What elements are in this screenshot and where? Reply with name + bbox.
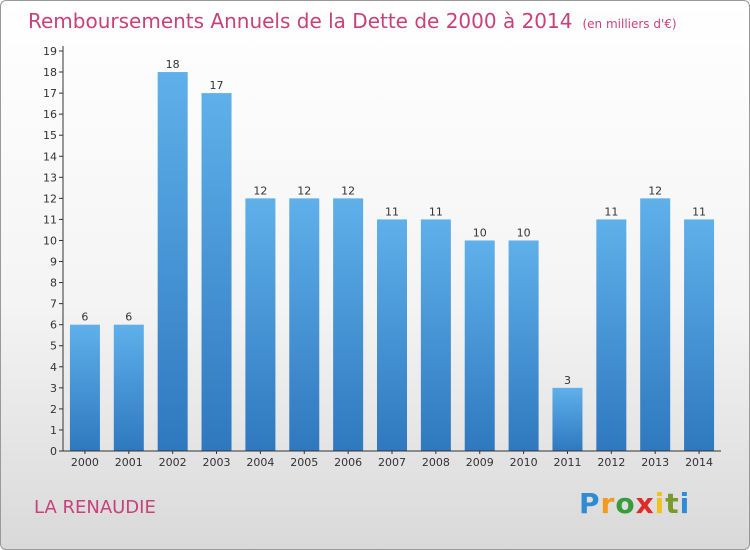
bar-2014 [684,219,715,451]
data-label-2013: 12 [648,184,662,197]
y-tick-label-7: 7 [50,298,57,311]
bar-2004 [245,198,276,451]
bar-2009 [464,240,495,451]
logo-letter: P [579,487,601,520]
data-label-2014: 11 [692,205,706,218]
logo-letter: i [679,487,691,520]
bar-2010 [508,240,539,451]
bar-2011 [552,387,583,451]
bar-2012 [596,219,627,451]
logo-letter: o [615,487,636,520]
x-tick-label-2014: 2014 [685,456,713,469]
logo-letter: t [665,487,680,520]
proxiti-logo: Proxiti [579,487,690,520]
bar-2008 [420,219,451,451]
x-tick-label-2011: 2011 [553,456,581,469]
x-tick-label-2004: 2004 [246,456,274,469]
data-label-2004: 12 [253,184,267,197]
y-tick-label-18: 18 [43,66,57,79]
y-tick-label-3: 3 [50,382,57,395]
y-tick-label-0: 0 [50,445,57,458]
x-axis: 2000 2001 2002 2003 2004 2005 2006 2007 2008 2009… [63,450,721,469]
data-label-2010: 10 [517,226,531,239]
data-label-2012: 11 [604,205,618,218]
data-label-2001: 6 [125,311,132,324]
x-tick-label-2001: 2001 [115,456,143,469]
data-label-2011: 3 [564,374,571,387]
y-tick-label-15: 15 [43,129,57,142]
title-text: Remboursements Annuels de la Dette de 20… [28,9,573,33]
data-label-2009: 10 [473,226,487,239]
y-tick-label-10: 10 [43,234,57,247]
x-tick-label-2008: 2008 [422,456,450,469]
y-tick-label-2: 2 [50,403,57,416]
data-label-2003: 17 [210,79,224,92]
chart-title: Remboursements Annuels de la Dette de 20… [28,9,677,33]
x-tick-label-2000: 2000 [71,456,99,469]
data-label-2005: 12 [297,184,311,197]
bar-2002 [157,72,188,451]
x-tick-label-2013: 2013 [641,456,669,469]
unit-label: (en milliers d'€) [582,17,677,31]
logo-letter: r [600,487,616,520]
y-tick-label-19: 19 [43,45,57,58]
y-tick-label-11: 11 [43,213,57,226]
x-tick-label-2005: 2005 [290,456,318,469]
data-label-2002: 18 [166,58,180,71]
data-label-2007: 11 [385,205,399,218]
data-labels-group: 6 6 18 17 12 12 12 11 11 10 10 3 11 12 11 [81,58,706,387]
bar-2007 [377,219,407,451]
y-tick-label-16: 16 [43,108,57,121]
y-tick-label-4: 4 [50,361,57,374]
y-tick-label-1: 1 [50,424,57,437]
logo-letter: i [654,487,666,520]
x-tick-label-2012: 2012 [597,456,625,469]
bar-2000 [69,324,100,451]
data-label-2000: 6 [81,311,88,324]
bar-2013 [640,198,671,451]
y-tick-label-14: 14 [43,150,57,163]
x-tick-label-2003: 2003 [203,456,231,469]
x-tick-label-2010: 2010 [510,456,538,469]
bars-group [69,72,715,452]
x-tick-label-2006: 2006 [334,456,362,469]
data-label-2008: 11 [429,205,443,218]
bar-2005 [289,198,320,451]
y-tick-label-8: 8 [50,277,57,290]
x-tick-label-2009: 2009 [466,456,494,469]
y-tick-label-13: 13 [43,171,57,184]
y-tick-label-9: 9 [50,256,57,269]
logo-letter: x [635,487,655,520]
bar-2003 [201,93,232,452]
data-label-2006: 12 [341,184,355,197]
x-tick-label-2002: 2002 [159,456,187,469]
y-tick-label-12: 12 [43,192,57,205]
bar-2006 [333,198,364,451]
y-tick-label-17: 17 [43,87,57,100]
x-tick-label-2007: 2007 [378,456,406,469]
bar-2001 [113,324,144,451]
y-tick-label-6: 6 [50,319,57,332]
y-tick-label-5: 5 [50,340,57,353]
town-name: LA RENAUDIE [34,497,156,518]
